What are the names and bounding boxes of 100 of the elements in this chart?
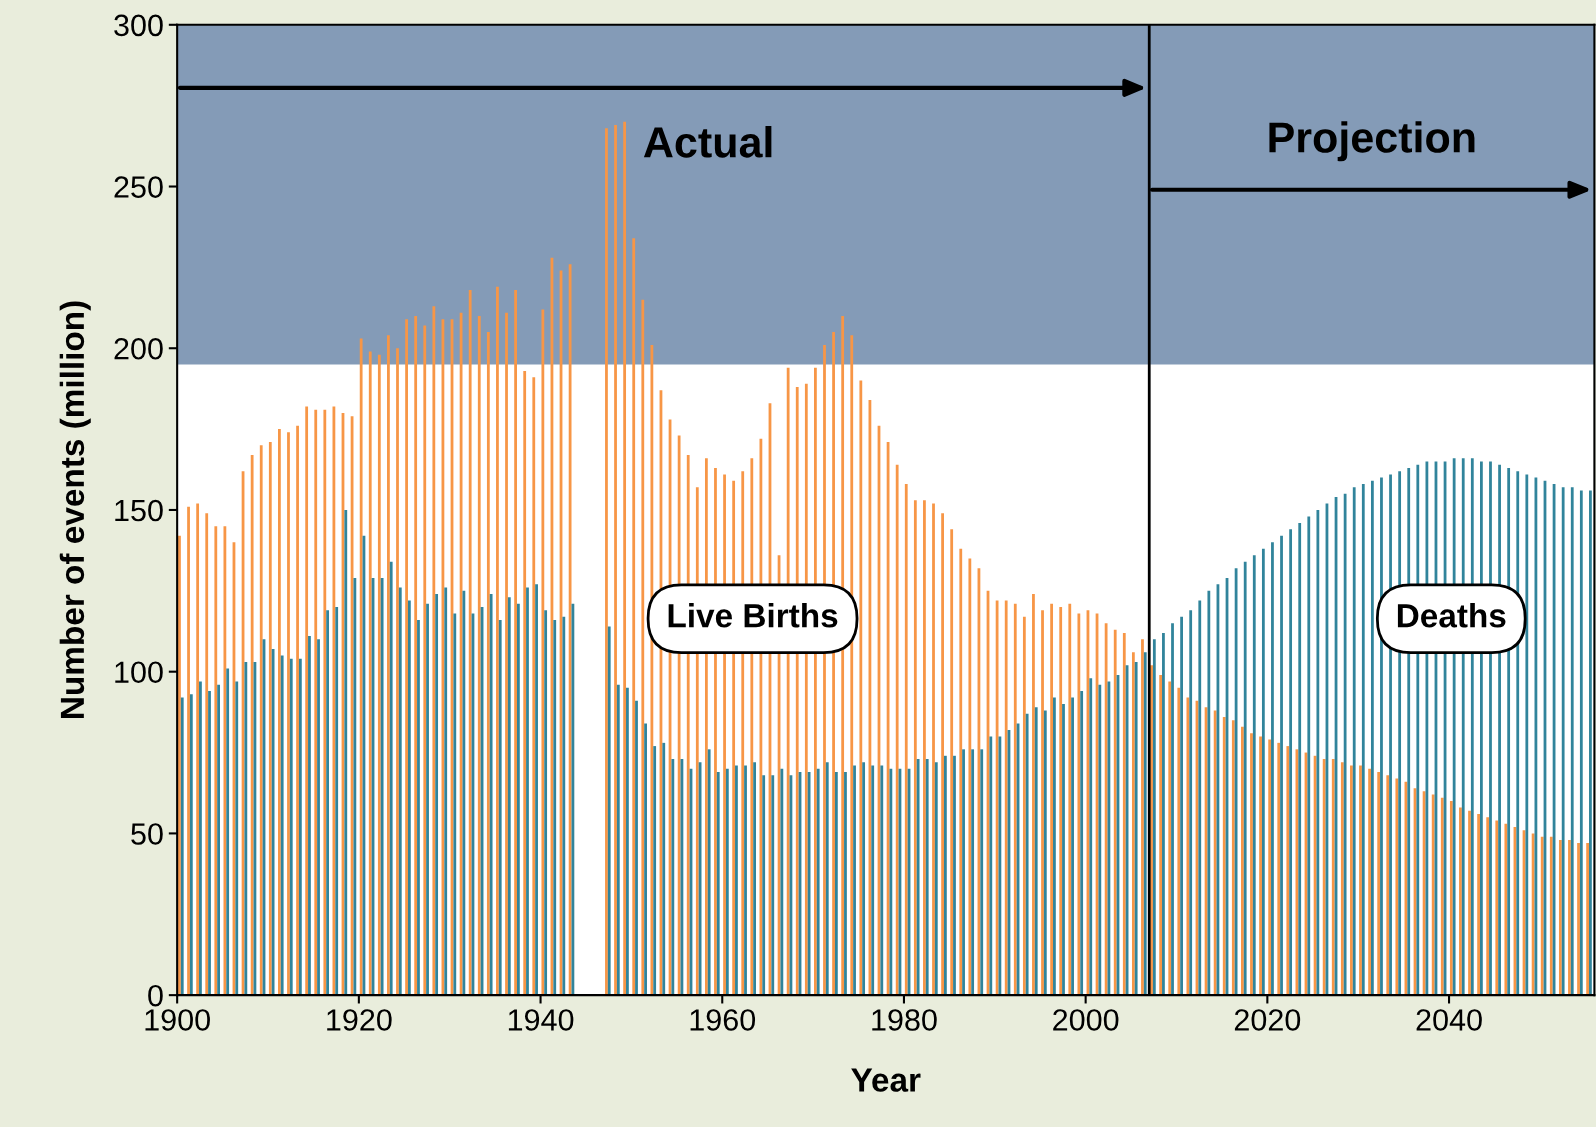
bar xyxy=(859,380,863,996)
bar xyxy=(841,315,845,996)
bar xyxy=(632,238,636,996)
bar xyxy=(523,370,527,996)
bar xyxy=(435,594,439,996)
bar xyxy=(1486,817,1490,996)
y-axis-title: Number of events (million) xyxy=(59,301,91,718)
bar xyxy=(753,762,757,996)
bar xyxy=(414,315,418,996)
bar xyxy=(943,755,947,996)
bar xyxy=(1104,623,1108,996)
bar xyxy=(771,775,775,996)
bar xyxy=(650,345,654,996)
bar xyxy=(1186,697,1190,996)
bar xyxy=(1134,661,1138,996)
bar xyxy=(514,290,517,996)
bar xyxy=(950,529,954,996)
bar xyxy=(268,442,272,996)
bar xyxy=(1352,487,1356,996)
bar xyxy=(314,409,318,996)
bar xyxy=(217,684,220,996)
bar xyxy=(1370,480,1374,996)
bar xyxy=(1440,797,1444,996)
bar xyxy=(235,681,239,996)
bar xyxy=(1062,704,1065,996)
bar xyxy=(180,697,184,996)
bar xyxy=(1558,839,1562,996)
x-tick-label: 2020 xyxy=(1234,1009,1301,1031)
bar xyxy=(880,765,884,996)
bar xyxy=(1316,509,1320,996)
bar xyxy=(1361,484,1365,996)
bar xyxy=(1171,623,1174,996)
bar xyxy=(326,610,330,996)
bar xyxy=(1059,607,1063,996)
bar xyxy=(959,548,963,996)
bar xyxy=(844,771,847,996)
bar xyxy=(1579,490,1583,996)
bar xyxy=(462,590,466,996)
bar xyxy=(850,335,854,996)
bar xyxy=(544,610,548,996)
bar xyxy=(296,425,299,996)
bar xyxy=(244,661,248,996)
bar xyxy=(1025,713,1029,996)
bar xyxy=(1113,629,1117,996)
bar xyxy=(298,658,302,996)
bar xyxy=(1368,768,1371,996)
bar xyxy=(968,558,972,996)
bar xyxy=(405,319,408,996)
bar xyxy=(214,526,218,996)
bar xyxy=(1389,474,1392,996)
bar xyxy=(607,626,611,996)
bar xyxy=(1013,603,1017,996)
bar xyxy=(1050,603,1054,996)
bar xyxy=(1252,555,1256,996)
bar xyxy=(1198,600,1202,996)
bar xyxy=(1032,594,1035,996)
bar xyxy=(535,584,538,996)
bar xyxy=(1359,765,1362,996)
bar xyxy=(1043,710,1047,996)
bar xyxy=(505,312,508,996)
x-tick-label: 1980 xyxy=(872,1009,937,1031)
bar xyxy=(1298,522,1302,996)
bar xyxy=(605,128,608,996)
bar xyxy=(1068,603,1072,996)
bar xyxy=(626,687,629,996)
bar xyxy=(1577,843,1580,996)
y-tick-label: 300 xyxy=(114,14,163,37)
y-tick-label: 100 xyxy=(115,661,163,684)
bar xyxy=(1180,616,1183,996)
bar xyxy=(1468,810,1471,996)
bar xyxy=(532,377,536,996)
bar xyxy=(1177,687,1181,996)
bar xyxy=(662,742,666,996)
bar xyxy=(1459,807,1462,996)
bar xyxy=(1053,697,1056,996)
bar xyxy=(1189,610,1193,996)
bar xyxy=(226,668,230,996)
x-tick-label: 1900 xyxy=(145,1009,210,1031)
bar xyxy=(368,351,372,996)
bar xyxy=(489,594,493,996)
bar xyxy=(1386,775,1390,996)
bar xyxy=(1159,674,1163,996)
bar xyxy=(189,694,193,996)
y-tick-label: 150 xyxy=(115,499,163,522)
bar xyxy=(1077,613,1081,996)
bar xyxy=(1289,529,1293,996)
bar xyxy=(614,125,617,996)
bar xyxy=(278,429,281,996)
bar xyxy=(317,639,320,996)
bar xyxy=(962,749,965,996)
bar xyxy=(995,600,999,996)
bar xyxy=(1322,759,1326,996)
bar xyxy=(1395,778,1399,996)
x-tick-label: 1960 xyxy=(690,1009,756,1031)
bar xyxy=(1340,762,1344,996)
bar xyxy=(735,765,738,996)
bar xyxy=(1586,843,1590,996)
bar xyxy=(816,768,820,996)
bar xyxy=(989,736,993,996)
bar xyxy=(426,603,429,996)
